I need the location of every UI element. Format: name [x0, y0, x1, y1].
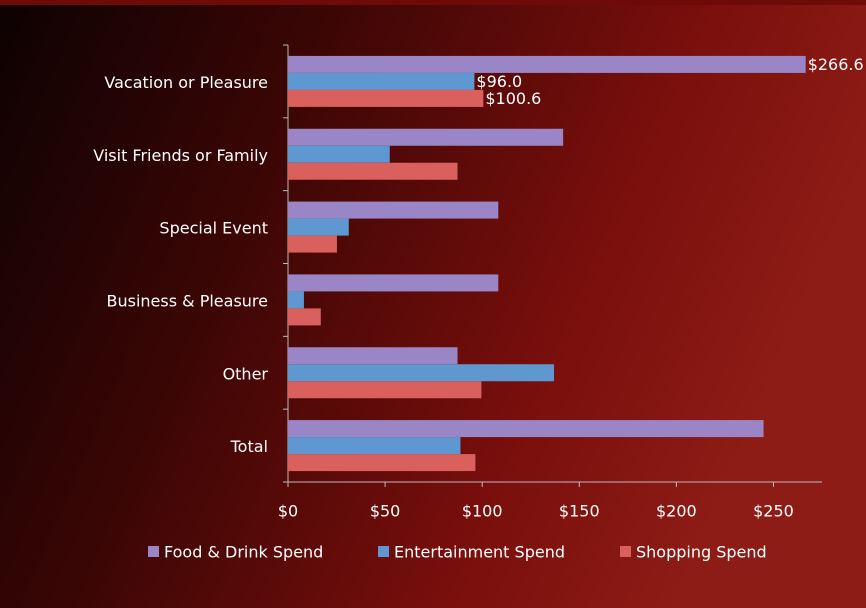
bar — [288, 235, 337, 253]
bar — [288, 347, 458, 365]
bar — [288, 145, 390, 163]
x-tick-label: $250 — [753, 502, 794, 521]
bar — [288, 128, 564, 146]
bar — [288, 291, 304, 309]
legend-swatch — [620, 546, 631, 557]
bar — [288, 274, 499, 292]
bar — [288, 381, 482, 399]
bar — [288, 72, 475, 90]
x-tick-label: $0 — [278, 502, 298, 521]
value-label: $266.6 — [808, 55, 864, 74]
y-tick-label: Special Event — [159, 219, 268, 238]
legend-label: Entertainment Spend — [394, 543, 565, 562]
x-tick-label: $100 — [462, 502, 503, 521]
bar — [288, 89, 484, 107]
bar — [288, 364, 555, 382]
bar — [288, 437, 461, 455]
bar — [288, 308, 321, 326]
bar — [288, 55, 806, 73]
legend-swatch — [148, 546, 159, 557]
bar — [288, 162, 458, 180]
legend-label: Shopping Spend — [636, 543, 767, 562]
x-tick-label: $150 — [559, 502, 600, 521]
y-tick-label: Business & Pleasure — [107, 291, 269, 310]
y-tick-label: Other — [223, 364, 269, 383]
top-border — [0, 0, 866, 5]
y-tick-label: Vacation or Pleasure — [104, 73, 268, 92]
legend-label: Food & Drink Spend — [164, 543, 323, 562]
value-label: $100.6 — [485, 89, 541, 108]
legend-swatch — [378, 546, 389, 557]
bar — [288, 201, 499, 219]
value-label: $96.0 — [476, 72, 522, 91]
bar — [288, 420, 764, 438]
bar — [288, 454, 476, 472]
y-tick-label: Total — [230, 437, 268, 456]
bar — [288, 218, 349, 236]
y-tick-label: Visit Friends or Family — [93, 146, 268, 165]
x-tick-label: $200 — [656, 502, 697, 521]
x-tick-label: $50 — [370, 502, 401, 521]
